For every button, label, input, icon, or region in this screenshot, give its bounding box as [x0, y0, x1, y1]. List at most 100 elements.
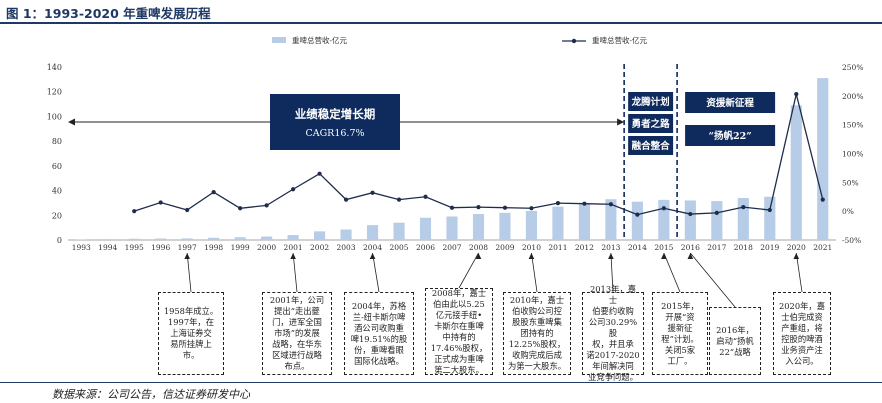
growth-point: [741, 205, 746, 210]
x-tick-label: 2001: [284, 243, 303, 252]
growth-point: [238, 206, 243, 211]
growth-point: [688, 211, 693, 217]
x-tick-label: 2008: [469, 243, 488, 252]
revenue-bar: [208, 237, 220, 240]
revenue-bar: [525, 210, 538, 240]
callout-arrowhead: [528, 253, 535, 259]
x-tick-label: 2015: [654, 243, 673, 252]
revenue-bar: [472, 214, 485, 240]
x-tick-label: 2011: [548, 243, 567, 252]
x-tick-label: 2007: [442, 243, 461, 252]
x-tick-label: 1995: [125, 243, 144, 252]
revenue-bar: [261, 236, 273, 240]
callout-connector: [663, 252, 681, 293]
growth-point: [529, 206, 534, 211]
y-right-tick-label: 0%: [842, 207, 854, 216]
bars: [75, 78, 829, 240]
x-tick-label: 2012: [575, 243, 594, 252]
y-left-tick-label: 60: [52, 162, 62, 171]
phase3-label-box: [685, 92, 776, 113]
milestone-callout: 2004年，苏格 兰-纽卡斯尔啤 酒公司收购重 啤19.51%的股 份，重啤看眼…: [344, 292, 414, 375]
y-right-tick-label: 250%: [842, 63, 863, 72]
y-left-tick-label: 80: [52, 137, 62, 146]
revenue-bar: [711, 201, 723, 240]
callout-arrowhead: [290, 253, 296, 259]
x-tick-label: 1996: [151, 243, 170, 252]
growth-line: [132, 92, 825, 217]
revenue-bar: [605, 199, 617, 240]
x-tick-label: 2006: [416, 243, 435, 252]
revenue-bar: [737, 197, 749, 240]
chart: 重啤总营收-亿元 重啤总营收-亿元 0 20 40 60 80 100 120 140 -50%…: [47, 35, 864, 308]
callout-connector: [372, 252, 380, 293]
y-left-tick-label: 100: [47, 112, 62, 121]
growth-point: [132, 209, 137, 214]
growth-point: [423, 194, 428, 199]
callout-arrowhead: [608, 253, 614, 259]
figure-title: 图 1：1993-2020 年重啤发展历程: [6, 6, 211, 21]
revenue-bar: [155, 238, 167, 240]
growth-point: [820, 197, 825, 202]
revenue-bar: [631, 201, 643, 240]
milestone-callout: 2010年，嘉士 伯收购公司控 股股东重啤集 团持有的 12.25%股权， 收购…: [503, 292, 571, 375]
x-tick-label: 1993: [72, 243, 91, 252]
milestone-callout: 2015年， 开展“资 援新征 程”计划。 关闭5家 工厂。: [652, 292, 708, 375]
revenue-bar: [75, 239, 87, 240]
y-right-tick-label: 100%: [842, 150, 863, 159]
revenue-bar: [128, 238, 140, 240]
milestone-callout: 2001年，公司 提出“走出夔 门，进军全国 市场”的发展 战略，在华东 区域进…: [262, 292, 332, 375]
callout-connector: [292, 252, 298, 293]
x-tick-label: 2010: [522, 243, 541, 252]
phase2-label-box: [628, 114, 674, 133]
revenue-bar: [817, 78, 829, 240]
x-tick-label: 1997: [178, 243, 197, 252]
revenue-bar: [578, 202, 590, 240]
callout-connector: [610, 252, 614, 293]
phase2-label-box: [628, 136, 674, 155]
growth-point: [794, 92, 799, 97]
x-tick-label: 2013: [601, 243, 620, 252]
revenue-bar: [340, 229, 352, 240]
revenue-bar: [393, 222, 405, 240]
callout-connector: [186, 252, 192, 293]
callout-connector: [795, 252, 803, 293]
y-right-tick-label: 50%: [842, 178, 859, 187]
x-tick-label: 2004: [363, 243, 382, 252]
x-tick-label: 2016: [681, 243, 700, 252]
phase3-label: “扬帆22”: [709, 130, 752, 142]
source-note: 数据来源：公司公告，信达证券研发中心: [52, 388, 250, 401]
stable-growth-cagr: CAGR16.7%: [305, 128, 364, 139]
phase2-label: 融合整合: [632, 140, 671, 152]
growth-point: [185, 207, 190, 213]
callout-arrowhead: [793, 253, 800, 259]
x-tick-label: 1994: [98, 243, 117, 252]
top-rule: [0, 22, 882, 24]
growth-point: [291, 187, 296, 192]
legend-bar-swatch: [272, 37, 286, 43]
growth-point: [608, 202, 613, 207]
growth-point: [158, 200, 163, 205]
growth-point: [661, 206, 666, 211]
x-tick-label: 1998: [204, 243, 223, 252]
y-right-tick-label: -50%: [842, 236, 861, 245]
growth-point: [396, 197, 402, 202]
milestone-callout: 2008年，嘉士 伯由此以5.25 亿元接手纽• 卡斯尔在重啤 中持有的 17.…: [425, 288, 493, 375]
growth-point: [555, 200, 561, 206]
growth-point: [317, 171, 322, 176]
growth-point: [714, 210, 719, 215]
axes: 0 20 40 60 80 100 120 140 -50% 0% 50% 100% 150% 200% 2…: [47, 63, 864, 252]
milestone-callout: 2016年， 启动“扬帆 22”战略: [709, 307, 761, 375]
phase2-label: 勇者之路: [632, 118, 671, 130]
y-right-tick-label: 200%: [842, 92, 863, 101]
x-tick-label: 2018: [734, 243, 753, 252]
revenue-bar: [181, 238, 193, 240]
x-tick-label: 2019: [760, 243, 779, 252]
stable-growth-banner: [270, 94, 400, 150]
x-tick-label: 2002: [310, 243, 329, 252]
revenue-bar: [234, 237, 246, 240]
revenue-bar: [658, 199, 670, 240]
milestone-callout: 1958年成立。 1997年，在 上海证券交 易所挂牌上 市。: [158, 292, 224, 375]
x-tick-label: 2017: [707, 243, 726, 252]
callout-arrowhead: [661, 253, 667, 259]
